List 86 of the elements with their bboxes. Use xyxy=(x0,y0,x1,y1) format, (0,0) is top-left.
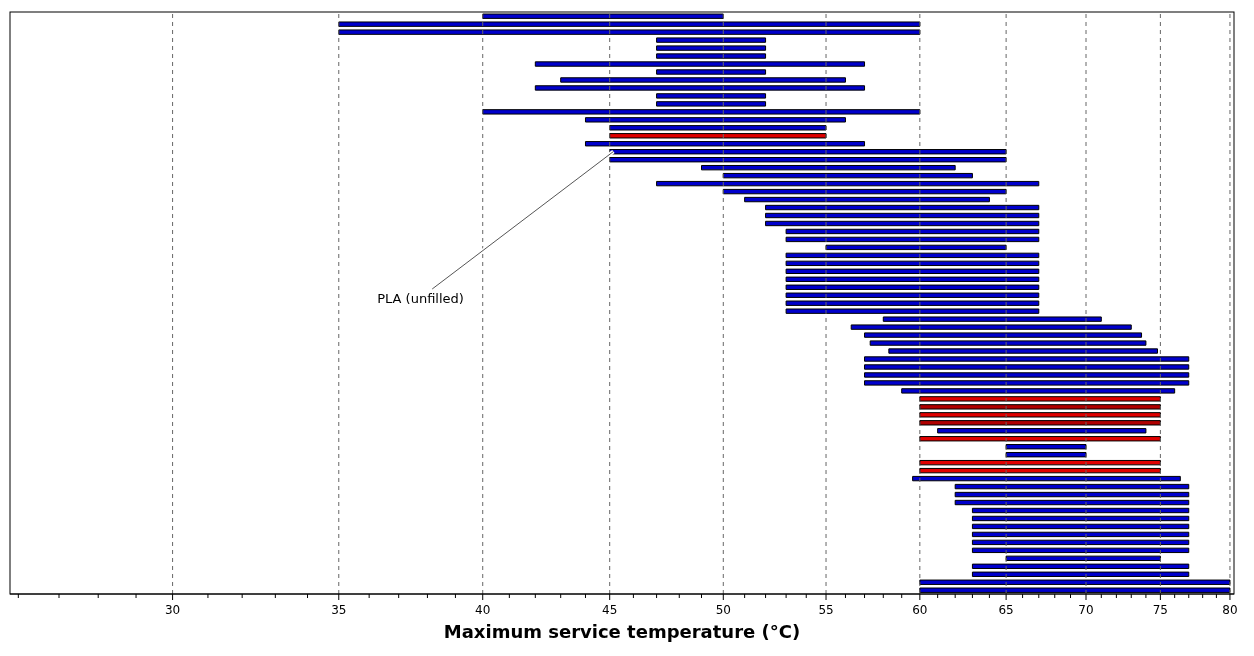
bar xyxy=(901,388,1176,394)
bar xyxy=(954,499,1190,506)
bar xyxy=(609,125,827,131)
bar xyxy=(609,133,827,139)
bar xyxy=(656,53,767,59)
bar xyxy=(971,507,1190,514)
x-tick-label: 55 xyxy=(818,603,834,617)
bar xyxy=(971,571,1190,577)
bar xyxy=(888,348,1159,354)
bar xyxy=(609,149,1007,155)
x-tick-label: 30 xyxy=(164,603,181,617)
bar xyxy=(534,61,866,67)
bar xyxy=(785,268,1040,275)
bar xyxy=(656,180,1040,187)
annotation: PLA (unfilled) xyxy=(377,291,464,306)
bar xyxy=(656,101,767,107)
bar xyxy=(785,236,1040,243)
bar xyxy=(482,13,724,19)
bar xyxy=(919,467,1161,474)
bar xyxy=(1005,444,1087,450)
bar xyxy=(560,77,846,83)
bar xyxy=(919,396,1161,402)
bar xyxy=(785,228,1040,235)
x-tick-label: 60 xyxy=(912,603,928,617)
bar xyxy=(656,93,767,99)
bar xyxy=(937,428,1147,434)
bar xyxy=(744,196,990,203)
bar xyxy=(765,204,1040,211)
bar xyxy=(701,164,956,171)
bar xyxy=(919,412,1161,418)
bar xyxy=(656,69,767,75)
bar xyxy=(919,459,1161,466)
x-tick-label: 80 xyxy=(1222,603,1238,617)
bar xyxy=(971,547,1190,554)
x-tick-label: 35 xyxy=(331,603,347,617)
x-axis-title: Maximum service temperature (°C) xyxy=(443,621,801,642)
bar xyxy=(765,212,1040,219)
bar xyxy=(338,29,921,35)
x-tick-label: 50 xyxy=(715,603,731,617)
bar xyxy=(785,308,1040,314)
bar xyxy=(765,220,1040,227)
x-tick-label: 75 xyxy=(1152,603,1169,617)
bar xyxy=(338,21,921,27)
bar xyxy=(656,45,767,51)
bar xyxy=(864,380,1190,386)
x-tick-label: 45 xyxy=(602,603,618,617)
bar xyxy=(722,188,1007,195)
bar xyxy=(919,436,1161,442)
bar xyxy=(584,141,866,147)
bar xyxy=(864,372,1190,378)
x-tick-label: 65 xyxy=(998,603,1014,617)
bar xyxy=(864,332,1143,338)
bar xyxy=(785,260,1040,267)
bar xyxy=(850,324,1132,330)
bar xyxy=(1005,451,1087,458)
bar xyxy=(971,515,1190,522)
bar xyxy=(785,300,1040,306)
bar xyxy=(919,579,1231,585)
bar xyxy=(882,316,1102,322)
bar xyxy=(869,340,1147,346)
bar xyxy=(1005,555,1161,562)
bar xyxy=(919,587,1231,593)
bar xyxy=(609,157,1007,163)
bar xyxy=(785,292,1040,298)
bar xyxy=(954,483,1190,490)
bar xyxy=(971,531,1190,538)
bar xyxy=(971,563,1190,569)
bar xyxy=(584,117,846,123)
bar xyxy=(919,420,1161,426)
bar xyxy=(864,356,1190,362)
bar xyxy=(785,252,1040,259)
bar xyxy=(785,284,1040,290)
bar xyxy=(825,244,1007,251)
bar xyxy=(971,523,1190,530)
bar xyxy=(864,364,1190,370)
x-tick-label: 70 xyxy=(1078,603,1094,617)
bar xyxy=(534,85,866,91)
x-tick-label: 40 xyxy=(475,603,491,617)
bar xyxy=(722,172,973,179)
bar xyxy=(912,475,1181,482)
bar xyxy=(785,276,1040,282)
bar xyxy=(919,404,1161,410)
bar xyxy=(482,109,921,115)
bar xyxy=(656,37,767,43)
bar xyxy=(971,539,1190,546)
bar xyxy=(954,491,1190,498)
